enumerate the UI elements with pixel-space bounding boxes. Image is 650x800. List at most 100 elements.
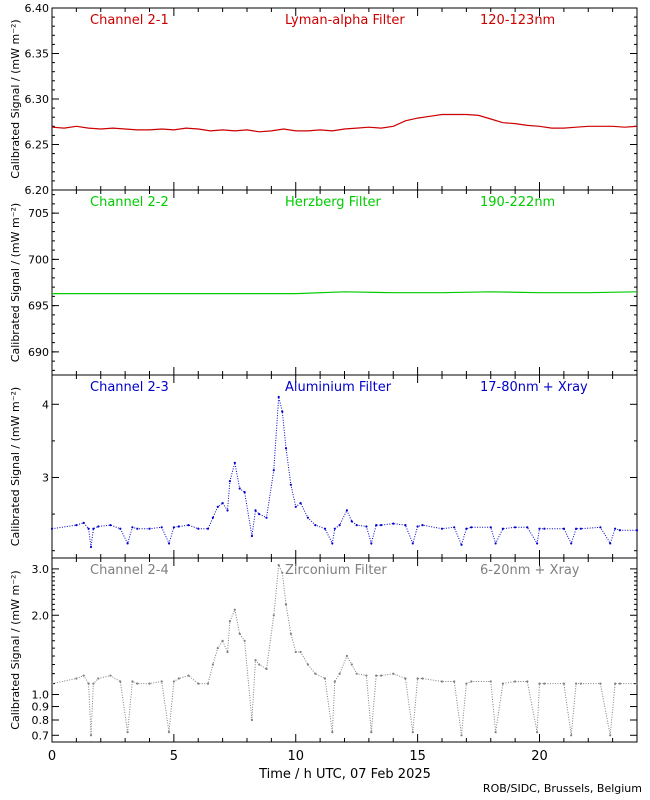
data-point bbox=[609, 734, 612, 737]
data-point bbox=[258, 513, 261, 516]
data-point bbox=[404, 677, 407, 680]
panel-3: 3 4 Channel 2-3 Aluminium Filter 17-80nm + X… bbox=[9, 374, 639, 559]
data-point bbox=[562, 527, 566, 530]
data-point bbox=[635, 682, 639, 685]
data-point bbox=[177, 677, 180, 680]
data-point bbox=[570, 542, 573, 545]
series-4 bbox=[50, 563, 639, 737]
data-point bbox=[370, 731, 373, 734]
data-point bbox=[216, 647, 219, 650]
data-point bbox=[536, 731, 539, 734]
data-point bbox=[306, 516, 309, 519]
channel-label: Channel 2-2 bbox=[90, 195, 169, 210]
y-tick-label: 4 bbox=[42, 398, 49, 411]
data-point bbox=[365, 525, 368, 528]
data-point bbox=[136, 527, 139, 530]
data-point bbox=[254, 509, 257, 512]
data-point bbox=[416, 525, 419, 528]
y-tick-label: 0.9 bbox=[32, 701, 50, 714]
data-point bbox=[97, 525, 100, 528]
data-point bbox=[131, 526, 134, 529]
data-line bbox=[52, 291, 638, 295]
data-point bbox=[119, 527, 122, 530]
data-point bbox=[82, 674, 85, 677]
data-point bbox=[89, 545, 93, 549]
channel-label: Channel 2-3 bbox=[90, 380, 169, 395]
data-trace bbox=[51, 396, 637, 548]
data-point bbox=[50, 527, 54, 530]
data-point bbox=[272, 614, 275, 617]
data-point bbox=[160, 680, 163, 683]
data-point bbox=[562, 682, 566, 685]
series-2 bbox=[52, 291, 638, 295]
y-tick-label: 1.0 bbox=[32, 688, 50, 701]
y-tick-label: 0.8 bbox=[32, 714, 50, 727]
data-point bbox=[238, 632, 241, 635]
y-tick-label: 6.30 bbox=[25, 93, 50, 106]
band-label: 190-222nm bbox=[480, 195, 555, 210]
panel-2: 690 695 700 705 Channel 2-2 Herzberg Filter 19… bbox=[9, 189, 638, 376]
y-axis-label: Calibrated Signal / (mW m⁻²) bbox=[9, 203, 22, 362]
data-point bbox=[380, 524, 383, 527]
y-tick-label: 2.0 bbox=[32, 609, 50, 622]
data-point bbox=[323, 527, 327, 530]
data-point bbox=[281, 410, 284, 413]
data-point bbox=[635, 529, 639, 532]
y-axis-label: Calibrated Signal / (mW m⁻²) bbox=[9, 387, 22, 546]
data-point bbox=[126, 542, 129, 545]
data-point bbox=[197, 527, 200, 530]
data-point bbox=[421, 524, 424, 527]
data-point bbox=[365, 674, 368, 677]
data-point bbox=[609, 542, 612, 545]
data-point bbox=[277, 395, 280, 399]
data-point bbox=[284, 603, 288, 606]
panel-1: 6.20 6.25 6.30 6.35 6.40 Channel 2-1 Lyman-alp… bbox=[9, 2, 638, 197]
data-point bbox=[87, 527, 90, 530]
data-point bbox=[281, 571, 284, 574]
data-point bbox=[238, 487, 241, 490]
data-point bbox=[131, 680, 134, 683]
data-point bbox=[489, 680, 492, 683]
data-point bbox=[618, 529, 622, 532]
band-label: 120-123nm bbox=[480, 13, 555, 28]
data-point bbox=[97, 677, 100, 680]
data-point bbox=[167, 731, 171, 734]
data-point bbox=[543, 527, 546, 530]
data-point bbox=[92, 682, 95, 685]
data-point bbox=[338, 672, 341, 675]
x-tick-label: 10 bbox=[287, 749, 304, 764]
data-point bbox=[526, 680, 529, 683]
data-point bbox=[370, 542, 373, 545]
y-tick-label: 6.35 bbox=[25, 48, 50, 61]
data-point bbox=[254, 659, 257, 662]
data-point bbox=[404, 524, 407, 527]
data-point bbox=[618, 682, 622, 685]
data-point bbox=[221, 502, 224, 505]
data-point bbox=[172, 680, 175, 683]
data-point bbox=[299, 502, 302, 505]
data-point bbox=[243, 491, 246, 494]
data-point bbox=[538, 527, 541, 530]
data-point bbox=[87, 682, 90, 685]
y-tick-label: 6.25 bbox=[25, 139, 50, 152]
x-tick-label: 5 bbox=[170, 749, 178, 764]
data-point bbox=[614, 682, 617, 685]
data-point bbox=[453, 680, 456, 683]
data-point bbox=[460, 734, 463, 737]
y-tick-label: 700 bbox=[28, 253, 49, 266]
data-point bbox=[392, 672, 395, 675]
data-point bbox=[392, 522, 395, 525]
data-point bbox=[160, 526, 163, 529]
data-point bbox=[136, 682, 139, 685]
data-point bbox=[299, 650, 302, 654]
data-point bbox=[211, 516, 214, 519]
data-point bbox=[89, 734, 93, 737]
y-tick-label: 695 bbox=[28, 300, 49, 313]
y-tick-label: 6.20 bbox=[25, 184, 50, 197]
data-point bbox=[470, 680, 473, 683]
data-point bbox=[465, 682, 468, 685]
y-tick-label: 0.7 bbox=[32, 729, 50, 742]
data-point bbox=[206, 682, 210, 685]
y-axis-label: Calibrated Signal / (mW m⁻²) bbox=[9, 19, 22, 178]
data-point bbox=[453, 526, 456, 529]
